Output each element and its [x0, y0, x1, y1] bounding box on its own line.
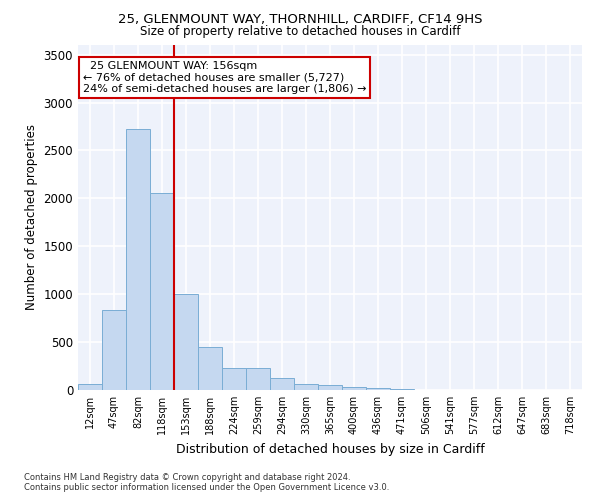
- Y-axis label: Number of detached properties: Number of detached properties: [25, 124, 38, 310]
- Bar: [342, 386, 366, 390]
- Bar: [294, 384, 318, 390]
- Bar: [150, 192, 174, 390]
- Text: 25 GLENMOUNT WAY: 156sqm  
← 76% of detached houses are smaller (5,727)
24% of s: 25 GLENMOUNT WAY: 156sqm ← 76% of detach…: [83, 60, 367, 94]
- Bar: [318, 385, 342, 390]
- Bar: [102, 310, 126, 390]
- Bar: [126, 130, 150, 390]
- Bar: [270, 378, 294, 390]
- Bar: [78, 384, 102, 390]
- X-axis label: Distribution of detached houses by size in Cardiff: Distribution of detached houses by size …: [176, 442, 484, 456]
- Text: Size of property relative to detached houses in Cardiff: Size of property relative to detached ho…: [140, 25, 460, 38]
- Bar: [390, 389, 414, 390]
- Bar: [198, 347, 222, 390]
- Bar: [246, 368, 270, 390]
- Bar: [222, 368, 246, 390]
- Text: Contains HM Land Registry data © Crown copyright and database right 2024.
Contai: Contains HM Land Registry data © Crown c…: [24, 473, 389, 492]
- Text: 25, GLENMOUNT WAY, THORNHILL, CARDIFF, CF14 9HS: 25, GLENMOUNT WAY, THORNHILL, CARDIFF, C…: [118, 12, 482, 26]
- Bar: [366, 388, 390, 390]
- Bar: [174, 294, 198, 390]
